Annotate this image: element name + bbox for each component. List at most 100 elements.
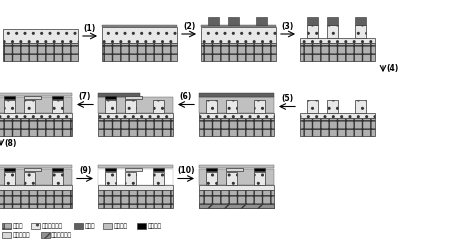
Bar bbox=[300, 113, 375, 118]
Text: (8): (8) bbox=[4, 139, 16, 148]
Bar bbox=[41, 232, 50, 238]
Bar bbox=[0, 190, 72, 208]
Bar bbox=[0, 113, 72, 118]
Bar bbox=[4, 168, 15, 171]
Bar bbox=[31, 223, 40, 229]
Bar bbox=[208, 17, 219, 25]
Bar bbox=[98, 118, 173, 136]
Text: 光刻胶: 光刻胶 bbox=[85, 223, 95, 229]
Bar bbox=[24, 96, 41, 99]
Bar bbox=[199, 113, 274, 118]
Bar bbox=[300, 38, 375, 43]
Bar bbox=[98, 190, 173, 208]
Bar bbox=[199, 118, 274, 136]
Text: (9): (9) bbox=[79, 166, 91, 175]
Bar bbox=[355, 25, 366, 38]
Bar bbox=[0, 118, 72, 136]
Bar bbox=[206, 100, 217, 113]
Bar bbox=[103, 223, 112, 229]
Bar bbox=[0, 93, 72, 96]
Bar bbox=[153, 172, 164, 185]
Bar bbox=[4, 100, 15, 113]
Bar bbox=[98, 97, 173, 113]
Bar bbox=[0, 185, 72, 190]
Bar bbox=[137, 223, 146, 229]
Bar bbox=[2, 223, 11, 229]
Bar bbox=[24, 172, 35, 185]
Bar bbox=[300, 118, 375, 136]
Text: 欧姆接触: 欧姆接触 bbox=[147, 223, 161, 229]
Text: (10): (10) bbox=[177, 166, 195, 175]
Bar bbox=[226, 168, 243, 171]
Bar bbox=[199, 204, 274, 208]
Bar bbox=[254, 172, 265, 185]
Bar bbox=[98, 185, 173, 190]
Text: 肖特基接触: 肖特基接触 bbox=[13, 232, 30, 238]
Bar bbox=[254, 100, 265, 113]
Bar bbox=[3, 29, 78, 43]
Bar bbox=[307, 17, 318, 25]
Bar bbox=[98, 113, 173, 118]
Bar bbox=[125, 168, 142, 171]
Bar bbox=[199, 169, 274, 185]
Bar bbox=[0, 165, 72, 168]
Bar bbox=[105, 172, 116, 185]
Bar bbox=[226, 172, 237, 185]
Bar bbox=[0, 97, 72, 113]
Bar bbox=[206, 168, 217, 171]
Bar bbox=[4, 96, 15, 99]
Bar bbox=[0, 169, 72, 185]
Text: (7): (7) bbox=[79, 92, 91, 101]
Bar bbox=[105, 168, 116, 171]
Bar bbox=[307, 25, 318, 38]
Text: (3): (3) bbox=[282, 21, 294, 31]
Text: (4): (4) bbox=[386, 64, 398, 74]
Bar bbox=[199, 190, 274, 208]
Bar bbox=[201, 27, 276, 43]
Bar bbox=[2, 232, 11, 238]
Bar bbox=[125, 100, 136, 113]
Bar bbox=[24, 168, 41, 171]
Text: (6): (6) bbox=[180, 92, 192, 101]
Bar bbox=[327, 17, 338, 25]
Text: 二氧化硅: 二氧化硅 bbox=[114, 223, 128, 229]
Bar bbox=[327, 100, 338, 113]
Bar bbox=[52, 96, 63, 99]
Bar bbox=[153, 168, 164, 171]
Bar bbox=[105, 100, 116, 113]
Bar bbox=[74, 223, 83, 229]
Bar bbox=[52, 168, 63, 171]
Bar bbox=[102, 27, 177, 43]
Bar bbox=[206, 172, 217, 185]
Bar bbox=[4, 172, 15, 185]
Bar bbox=[300, 43, 375, 61]
Bar bbox=[226, 100, 237, 113]
Bar bbox=[355, 17, 366, 25]
Bar bbox=[256, 17, 267, 25]
Bar bbox=[199, 93, 274, 97]
Bar bbox=[327, 25, 338, 38]
Bar bbox=[102, 25, 177, 27]
Bar bbox=[125, 96, 142, 99]
Bar bbox=[98, 93, 140, 97]
Bar bbox=[201, 25, 276, 27]
Bar bbox=[24, 100, 35, 113]
Bar bbox=[254, 168, 265, 171]
Text: 氮化物外延层: 氮化物外延层 bbox=[41, 223, 62, 229]
Bar bbox=[355, 100, 366, 113]
Bar bbox=[52, 100, 63, 113]
Bar bbox=[125, 172, 136, 185]
Bar bbox=[105, 96, 116, 99]
Bar bbox=[199, 185, 274, 190]
Bar bbox=[3, 43, 78, 61]
Text: (2): (2) bbox=[183, 21, 195, 31]
Text: 硅衬底: 硅衬底 bbox=[13, 223, 23, 229]
Bar bbox=[153, 100, 164, 113]
Bar bbox=[52, 172, 63, 185]
Text: 布拉格反射镜: 布拉格反射镜 bbox=[51, 232, 72, 238]
Bar bbox=[98, 165, 173, 168]
Bar bbox=[307, 100, 318, 113]
Bar bbox=[199, 165, 274, 168]
Bar bbox=[228, 17, 239, 25]
Bar bbox=[98, 169, 173, 185]
